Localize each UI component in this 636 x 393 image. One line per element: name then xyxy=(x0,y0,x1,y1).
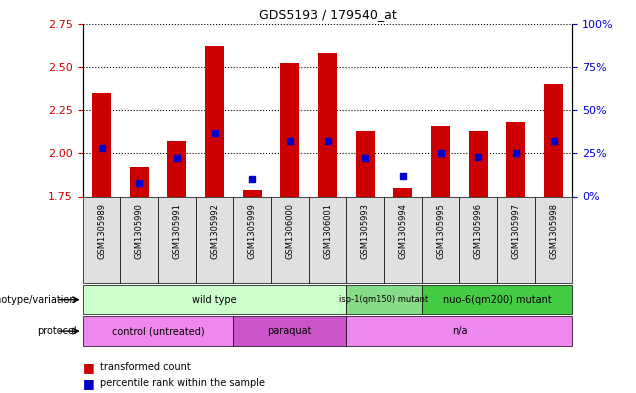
Text: GSM1305989: GSM1305989 xyxy=(97,204,106,259)
Text: paraquat: paraquat xyxy=(268,326,312,336)
Bar xyxy=(130,167,149,196)
Text: nuo-6(qm200) mutant: nuo-6(qm200) mutant xyxy=(443,295,551,305)
FancyBboxPatch shape xyxy=(384,196,422,283)
FancyBboxPatch shape xyxy=(422,285,572,314)
FancyBboxPatch shape xyxy=(497,196,535,283)
FancyBboxPatch shape xyxy=(347,196,384,283)
FancyBboxPatch shape xyxy=(347,285,422,314)
Text: transformed count: transformed count xyxy=(100,362,191,373)
Text: wild type: wild type xyxy=(192,295,237,305)
Title: GDS5193 / 179540_at: GDS5193 / 179540_at xyxy=(259,8,396,21)
Text: isp-1(qm150) mutant: isp-1(qm150) mutant xyxy=(340,295,429,304)
Bar xyxy=(280,63,300,196)
Text: GSM1305996: GSM1305996 xyxy=(474,204,483,259)
Bar xyxy=(544,84,563,196)
Bar xyxy=(243,189,261,196)
Text: GSM1306000: GSM1306000 xyxy=(286,204,294,259)
Bar xyxy=(469,131,488,196)
FancyBboxPatch shape xyxy=(158,196,196,283)
Text: genotype/variation: genotype/variation xyxy=(0,295,76,305)
Text: GSM1305993: GSM1305993 xyxy=(361,204,370,259)
Bar xyxy=(167,141,186,196)
FancyBboxPatch shape xyxy=(83,285,347,314)
FancyBboxPatch shape xyxy=(422,196,459,283)
Text: GSM1305995: GSM1305995 xyxy=(436,204,445,259)
Bar xyxy=(431,126,450,196)
Text: GSM1305992: GSM1305992 xyxy=(210,204,219,259)
Bar xyxy=(318,53,337,196)
Text: GSM1305990: GSM1305990 xyxy=(135,204,144,259)
Text: GSM1305997: GSM1305997 xyxy=(511,204,520,259)
Text: protocol: protocol xyxy=(37,326,76,336)
FancyBboxPatch shape xyxy=(196,196,233,283)
FancyBboxPatch shape xyxy=(233,316,347,346)
Text: ■: ■ xyxy=(83,376,94,390)
FancyBboxPatch shape xyxy=(347,316,572,346)
FancyBboxPatch shape xyxy=(83,196,120,283)
Text: control (untreated): control (untreated) xyxy=(112,326,204,336)
Text: GSM1305991: GSM1305991 xyxy=(172,204,181,259)
Text: GSM1305998: GSM1305998 xyxy=(549,204,558,259)
FancyBboxPatch shape xyxy=(535,196,572,283)
Text: percentile rank within the sample: percentile rank within the sample xyxy=(100,378,265,388)
Text: GSM1306001: GSM1306001 xyxy=(323,204,332,259)
FancyBboxPatch shape xyxy=(308,196,347,283)
FancyBboxPatch shape xyxy=(83,316,233,346)
Text: ■: ■ xyxy=(83,361,94,374)
Text: GSM1305994: GSM1305994 xyxy=(398,204,408,259)
FancyBboxPatch shape xyxy=(233,196,271,283)
Text: n/a: n/a xyxy=(452,326,467,336)
Bar xyxy=(394,188,412,196)
Bar xyxy=(205,46,224,196)
Bar xyxy=(92,93,111,196)
FancyBboxPatch shape xyxy=(271,196,308,283)
Text: GSM1305999: GSM1305999 xyxy=(247,204,257,259)
Bar xyxy=(506,122,525,196)
FancyBboxPatch shape xyxy=(120,196,158,283)
FancyBboxPatch shape xyxy=(459,196,497,283)
Bar xyxy=(356,131,375,196)
